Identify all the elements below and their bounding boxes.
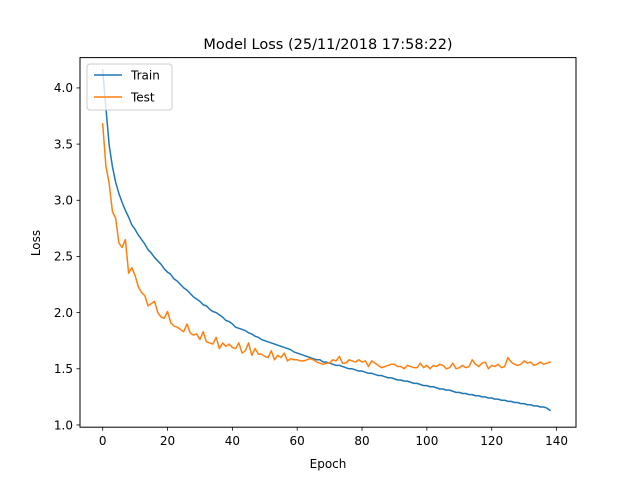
plot-area: [79, 57, 577, 428]
series-line-test: [101, 123, 552, 370]
legend-label-train: Train: [130, 69, 160, 83]
series-layer: [101, 69, 552, 412]
y-tick-label: 2.5: [54, 250, 73, 264]
y-axis-ticks: 1.0 1.5 2.0 2.5 3.0 3.5 4.0: [54, 81, 80, 432]
chart-legend: Train Test: [86, 63, 173, 111]
y-tick-label: 2.0: [54, 306, 73, 320]
legend-label-test: Test: [130, 91, 155, 105]
x-tick-label: 0: [99, 434, 107, 448]
series-line-train: [101, 69, 552, 412]
y-tick-label: 1.0: [54, 418, 73, 432]
y-tick-label: 3.5: [54, 137, 73, 151]
x-axis-label: Epoch: [310, 457, 347, 471]
x-tick-label: 80: [354, 434, 369, 448]
x-tick-label: 60: [290, 434, 305, 448]
y-axis-label: Loss: [29, 230, 43, 256]
x-tick-label: 140: [545, 434, 568, 448]
x-tick-label: 120: [480, 434, 503, 448]
plot-frame: [79, 57, 577, 428]
chart-title: Model Loss (25/11/2018 17:58:22): [203, 37, 452, 53]
x-axis-ticks: 0 20 40 60 80 100 120 140: [99, 427, 568, 448]
y-tick-label: 4.0: [54, 81, 73, 95]
x-tick-label: 40: [225, 434, 240, 448]
x-tick-label: 100: [415, 434, 438, 448]
y-tick-label: 3.0: [54, 194, 73, 208]
y-tick-label: 1.5: [54, 362, 73, 376]
x-tick-label: 20: [160, 434, 175, 448]
